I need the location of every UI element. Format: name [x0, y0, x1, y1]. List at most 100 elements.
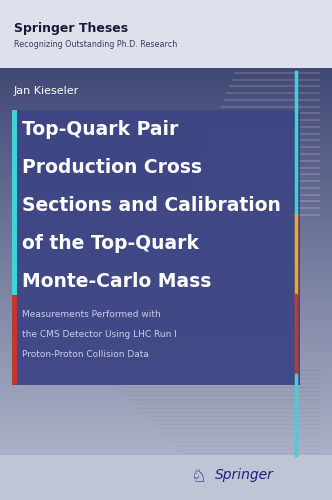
Bar: [0, 135, 332, 136]
Bar: [0, 462, 332, 464]
Text: Monte-Carlo Mass: Monte-Carlo Mass: [22, 272, 211, 291]
Bar: [0, 342, 332, 344]
Bar: [0, 390, 332, 392]
Text: Sections and Calibration: Sections and Calibration: [22, 196, 281, 215]
Bar: [0, 485, 332, 486]
Bar: [0, 140, 332, 141]
Bar: [0, 234, 332, 235]
Bar: [0, 248, 332, 250]
Bar: [0, 208, 332, 210]
Bar: [0, 176, 332, 178]
Bar: [0, 158, 332, 160]
Bar: [0, 216, 332, 218]
Bar: [0, 280, 332, 281]
Bar: [0, 116, 332, 118]
Text: Springer: Springer: [215, 468, 274, 482]
Bar: [0, 76, 332, 78]
Bar: [0, 308, 332, 310]
Bar: [0, 144, 332, 145]
Bar: [0, 264, 332, 265]
Bar: [0, 434, 332, 435]
Bar: [0, 65, 332, 66]
Bar: [0, 325, 332, 326]
Bar: [0, 348, 332, 350]
Bar: [0, 14, 332, 15]
Bar: [0, 384, 332, 385]
Bar: [0, 290, 332, 292]
Bar: [0, 292, 332, 294]
Bar: [0, 482, 332, 484]
Bar: [0, 310, 332, 312]
Bar: [0, 395, 332, 396]
Bar: [0, 36, 332, 38]
Bar: [0, 122, 332, 124]
Bar: [0, 285, 332, 286]
Bar: [0, 260, 332, 262]
Bar: [0, 282, 332, 284]
Bar: [0, 378, 332, 380]
Bar: [0, 392, 332, 394]
Bar: [0, 196, 332, 198]
Bar: [0, 496, 332, 498]
Bar: [0, 455, 332, 500]
Bar: [0, 492, 332, 494]
Bar: [0, 452, 332, 454]
Bar: [0, 154, 332, 155]
Bar: [0, 92, 332, 94]
Bar: [0, 445, 332, 446]
Bar: [0, 265, 332, 266]
Bar: [0, 352, 332, 354]
Bar: [0, 498, 332, 500]
Bar: [0, 366, 332, 368]
Bar: [0, 200, 332, 202]
Bar: [0, 20, 332, 21]
Bar: [0, 50, 332, 51]
Bar: [0, 495, 332, 496]
Bar: [0, 414, 332, 415]
Bar: [0, 54, 332, 55]
Bar: [0, 222, 332, 224]
Bar: [0, 24, 332, 25]
Bar: [0, 205, 332, 206]
Text: Recognizing Outstanding Ph.D. Research: Recognizing Outstanding Ph.D. Research: [14, 40, 177, 49]
Bar: [0, 374, 332, 375]
Bar: [0, 278, 332, 280]
Bar: [0, 170, 332, 172]
Bar: [0, 464, 332, 465]
Bar: [0, 236, 332, 238]
Bar: [0, 334, 332, 335]
Bar: [0, 455, 332, 456]
Bar: [0, 296, 332, 298]
Bar: [0, 332, 332, 334]
Bar: [0, 295, 332, 296]
Bar: [0, 335, 332, 336]
Bar: [0, 198, 332, 200]
Bar: [0, 88, 332, 90]
Bar: [0, 26, 332, 28]
Bar: [0, 64, 332, 65]
Bar: [0, 256, 332, 258]
Bar: [0, 115, 332, 116]
Bar: [0, 294, 332, 295]
Bar: [0, 48, 332, 50]
Bar: [0, 16, 332, 18]
Bar: [0, 18, 332, 20]
Bar: [0, 156, 332, 158]
Bar: [0, 432, 332, 434]
Text: Proton-Proton Collision Data: Proton-Proton Collision Data: [22, 350, 149, 359]
Bar: [0, 34, 332, 35]
Bar: [0, 238, 332, 240]
Bar: [0, 46, 332, 48]
Bar: [0, 346, 332, 348]
Bar: [0, 32, 332, 34]
Bar: [0, 268, 332, 270]
Bar: [12, 295, 17, 385]
Bar: [0, 38, 332, 40]
Bar: [0, 415, 332, 416]
Bar: [0, 218, 332, 220]
Bar: [0, 312, 332, 314]
Bar: [0, 258, 332, 260]
Bar: [0, 400, 332, 402]
Bar: [0, 255, 332, 256]
Bar: [0, 454, 332, 455]
